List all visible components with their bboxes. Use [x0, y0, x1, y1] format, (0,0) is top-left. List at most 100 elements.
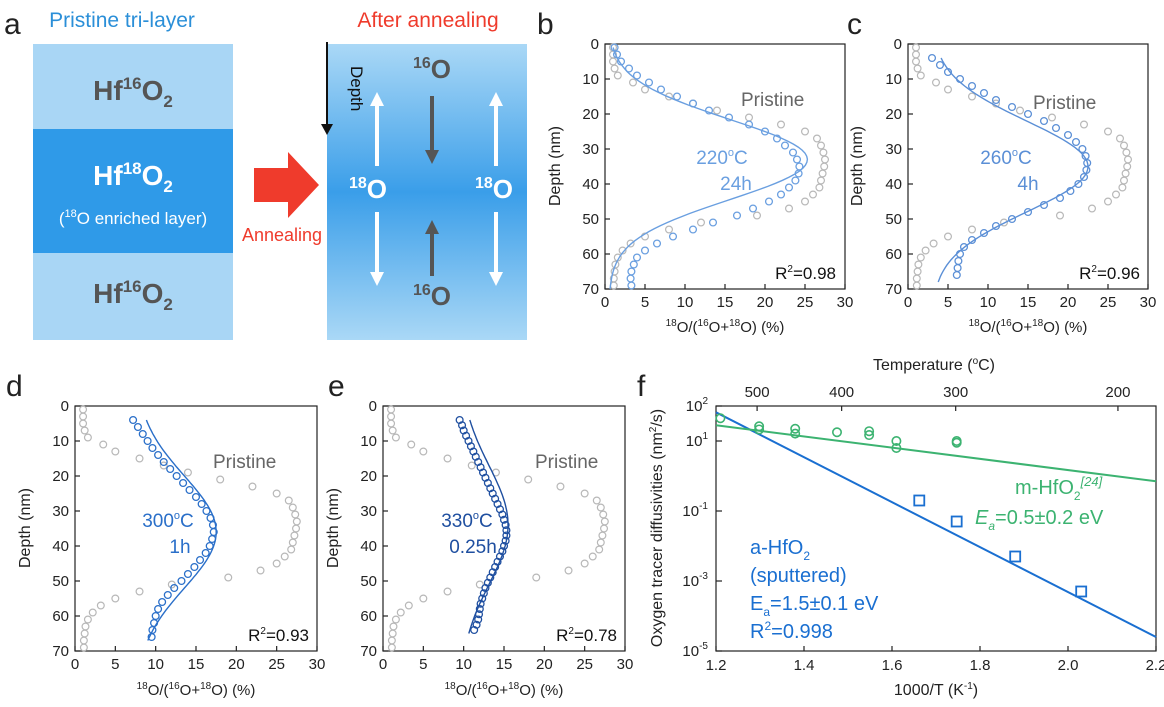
pristine-point [800, 197, 809, 206]
annealed-point [791, 176, 800, 185]
annealed-point [148, 443, 157, 453]
pristine-point [598, 531, 607, 540]
pristine-point [913, 64, 922, 73]
pristine-point [475, 580, 484, 589]
y-tick-label: 10-3 [682, 571, 708, 590]
panel-e-letter: e [328, 370, 345, 403]
y-axis-label: Oxygen tracer diffusivities (nm2/s) [648, 409, 666, 647]
series-a-process: (sputtered) [750, 565, 847, 587]
pristine-point [784, 204, 793, 213]
panel-f-letter: f [637, 370, 646, 403]
pristine-point [618, 246, 627, 255]
pristine-point [929, 239, 938, 248]
x-tick-label: 20 [757, 294, 774, 311]
annealed-point [640, 246, 650, 255]
pristine-point [914, 260, 923, 269]
y-tick-label: 0 [369, 398, 377, 415]
plot-frame [74, 405, 318, 652]
annealed-point [458, 421, 467, 430]
annealed-point [205, 541, 214, 551]
x-axis-label: 18O/(16O+18O) (%) [969, 318, 1088, 336]
annealed-point [953, 263, 962, 273]
x-tick-label: 15 [496, 656, 513, 673]
annealed-point [943, 67, 953, 77]
annealed-point [794, 169, 803, 178]
pristine-point [580, 559, 589, 568]
y-tick-label: 20 [885, 106, 902, 123]
data-point [754, 421, 765, 432]
pristine-point [79, 405, 88, 414]
y-tick-label: 0 [894, 36, 902, 53]
y-tick-label: 0 [61, 398, 69, 415]
x-tick-label: 15 [1020, 294, 1037, 311]
pristine-point [391, 433, 400, 442]
x-tick-label: 20 [1060, 294, 1077, 311]
pristine-point [216, 475, 225, 484]
pristine-point [159, 461, 168, 470]
pristine-point [88, 608, 97, 617]
annealed-point [704, 106, 714, 115]
annealed-point [151, 611, 160, 621]
o18-left-down-arrow-icon [370, 212, 384, 286]
x-tick-label: 25 [576, 656, 593, 673]
pristine-point [943, 232, 952, 241]
depth-arrowhead-icon [321, 124, 333, 135]
x-tick-label: 15 [188, 656, 205, 673]
annealed-point [481, 583, 490, 593]
pristine-point [387, 643, 396, 652]
panel-b: b 0 5 10 15 20 25 30 0 10 20 30 40 50 60 70 Depth (nm)… [537, 8, 853, 336]
pristine-point [1087, 204, 1096, 213]
annealed-point [708, 218, 718, 227]
pristine-point [1103, 127, 1112, 136]
panel-e: e 0 5 10 15 20 25 30 0 10 20 30 40 50 60 70 Depth (nm)… [325, 370, 633, 699]
pristine-point [1115, 134, 1124, 143]
annealed-point [159, 457, 168, 467]
annealed-point [133, 422, 142, 432]
annealed-point [191, 492, 201, 502]
o16-top-label: 16O [413, 54, 451, 84]
annealed-point [780, 141, 790, 150]
annealed-point [177, 576, 186, 586]
annealed-point [979, 88, 989, 98]
data-point [950, 515, 963, 528]
pristine-point [564, 566, 573, 575]
pristine-point [387, 405, 396, 414]
y-tick-label: 30 [582, 141, 599, 158]
pristine-point [820, 162, 829, 171]
data-point [1009, 550, 1022, 563]
annealed-point [1071, 137, 1081, 147]
annealed-point [954, 256, 963, 266]
x-tick-label: 2.2 [1146, 657, 1164, 674]
y-tick-label: 70 [582, 281, 599, 298]
annealed-point [927, 53, 937, 63]
y-tick-label: 20 [52, 468, 69, 485]
annealed-point [158, 597, 167, 607]
pristine-point [272, 489, 281, 498]
y-tick-label: 10-1 [682, 501, 708, 520]
x-tick-label: 30 [309, 656, 326, 673]
annealed-point [476, 599, 485, 608]
pristine-label: Pristine [213, 452, 276, 473]
y-tick-label: 60 [885, 246, 902, 263]
pristine-point [595, 545, 604, 554]
pristine-point [79, 636, 88, 645]
layer-middle-label: Hf18O2 [93, 159, 173, 196]
x-tick-label: 1.6 [882, 657, 903, 674]
y-tick-label: 0 [591, 36, 599, 53]
condition-temp: 300oC [142, 510, 194, 532]
data-point [754, 424, 765, 435]
annealed-point [688, 99, 698, 108]
annealed-point [991, 221, 1001, 231]
pristine-point [135, 454, 144, 463]
annealed-point [1039, 116, 1049, 126]
x-tick-label: 0 [379, 656, 387, 673]
y-axis-label: Depth (nm) [849, 126, 866, 206]
pristine-point [1122, 148, 1131, 157]
annealed-point [138, 429, 147, 439]
y-tick-label: 10-5 [682, 641, 708, 660]
pristine-point [628, 78, 637, 87]
y-tick-label: 40 [52, 538, 69, 555]
annealed-point [1063, 130, 1073, 140]
y-axis-label: Depth (nm) [325, 488, 342, 568]
annealed-point [501, 536, 510, 545]
